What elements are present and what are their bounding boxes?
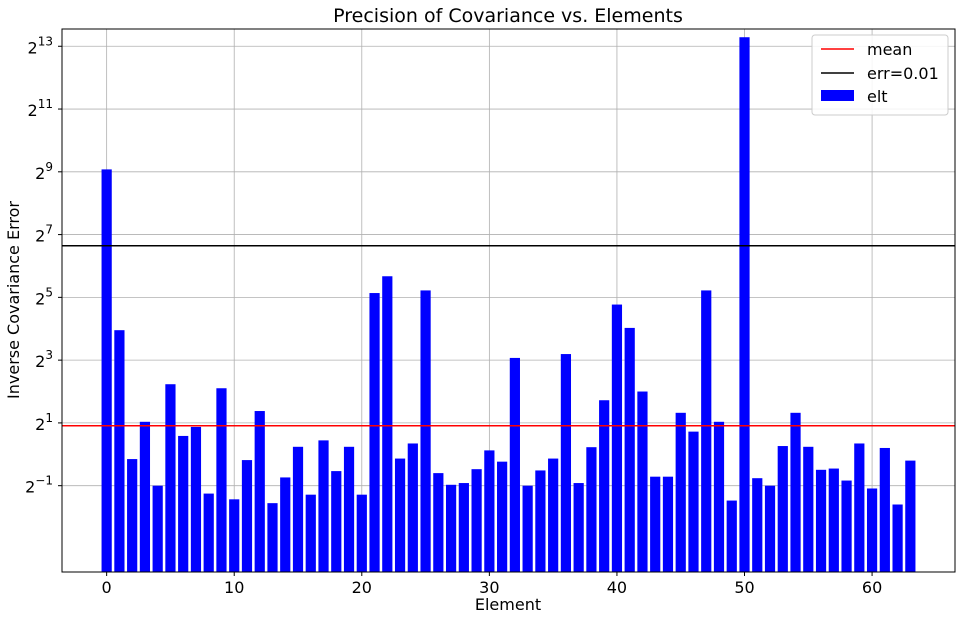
bar xyxy=(331,471,342,572)
bar xyxy=(471,469,482,572)
y-tick-label: 23 xyxy=(35,348,53,371)
x-tick-label: 20 xyxy=(352,578,372,597)
bar xyxy=(752,478,763,572)
bar xyxy=(892,504,903,572)
bar xyxy=(152,485,163,572)
bar xyxy=(509,357,520,572)
plot-frame xyxy=(61,28,956,573)
x-tick-label: 60 xyxy=(862,578,882,597)
bar xyxy=(803,446,814,572)
x-tick-label: 0 xyxy=(102,578,112,597)
bar xyxy=(701,290,712,572)
y-tick-label: 21 xyxy=(35,411,53,434)
y-axis-label: Inverse Covariance Error xyxy=(4,201,23,399)
bar xyxy=(190,426,202,572)
y-tick-label: 27 xyxy=(35,223,53,246)
bar xyxy=(445,484,457,572)
reference-lines xyxy=(62,245,955,427)
bar xyxy=(458,483,469,572)
y-axis-ticks: 2−1 21 23 25 27 29 211 213 xyxy=(25,34,62,497)
bar xyxy=(650,476,661,572)
x-axis-ticks: 0 10 20 30 40 50 60 xyxy=(102,572,882,597)
bar xyxy=(420,290,431,572)
bar xyxy=(866,488,878,572)
legend: mean err=0.01 elt xyxy=(811,34,949,116)
bar xyxy=(599,400,610,572)
bar xyxy=(828,468,839,572)
bar xyxy=(394,458,406,572)
chart-title: Precision of Covariance vs. Elements xyxy=(333,5,683,27)
bars xyxy=(101,37,916,573)
bar xyxy=(675,412,686,572)
bar xyxy=(815,469,827,572)
bar xyxy=(790,412,801,572)
x-axis-label: Element xyxy=(475,595,541,614)
bar xyxy=(548,458,559,572)
y-tick-label: 2−1 xyxy=(25,474,53,497)
bar xyxy=(841,480,852,572)
x-tick-label: 40 xyxy=(607,578,627,597)
bar xyxy=(586,447,597,572)
bar xyxy=(624,327,635,572)
y-tick-label: 211 xyxy=(28,97,53,120)
legend-elt-swatch xyxy=(821,90,854,101)
y-tick-label: 29 xyxy=(35,160,53,183)
bar xyxy=(229,499,240,572)
bar xyxy=(739,37,750,573)
bar xyxy=(688,431,699,572)
x-tick-label: 30 xyxy=(479,578,499,597)
y-tick-label: 213 xyxy=(28,34,53,57)
bar xyxy=(216,388,227,572)
bar xyxy=(726,500,737,572)
bar xyxy=(292,446,304,572)
legend-err-label: err=0.01 xyxy=(867,64,939,83)
bar xyxy=(139,421,151,572)
bar xyxy=(777,446,788,572)
bar xyxy=(305,494,316,572)
grid xyxy=(62,29,955,572)
y-tick-label: 25 xyxy=(35,285,53,308)
bar xyxy=(407,443,418,572)
bar xyxy=(854,443,865,572)
bar xyxy=(497,461,508,572)
bar xyxy=(560,354,572,572)
bar xyxy=(203,493,214,572)
bar xyxy=(165,384,176,572)
bar xyxy=(318,440,329,572)
bar xyxy=(127,459,138,572)
bar xyxy=(280,477,291,572)
bar xyxy=(879,447,890,572)
bar xyxy=(535,470,546,572)
legend-mean-label: mean xyxy=(867,40,912,59)
legend-elt-label: elt xyxy=(867,87,888,106)
bar xyxy=(905,460,916,572)
bar xyxy=(267,503,278,572)
bar xyxy=(573,483,584,572)
bar xyxy=(637,391,648,572)
x-tick-label: 10 xyxy=(224,578,244,597)
bar xyxy=(713,421,725,572)
x-tick-label: 50 xyxy=(734,578,754,597)
bar xyxy=(433,473,444,572)
bar xyxy=(114,330,125,572)
bar xyxy=(241,460,253,572)
bar xyxy=(369,293,380,572)
bar xyxy=(522,485,533,572)
bar xyxy=(382,276,393,572)
bar xyxy=(764,485,776,572)
bar xyxy=(611,304,623,572)
bar xyxy=(484,450,495,572)
bar xyxy=(254,411,265,572)
bar xyxy=(101,169,112,572)
bar xyxy=(662,476,674,572)
bar xyxy=(178,435,189,572)
bar xyxy=(343,446,355,572)
bar xyxy=(356,494,367,572)
